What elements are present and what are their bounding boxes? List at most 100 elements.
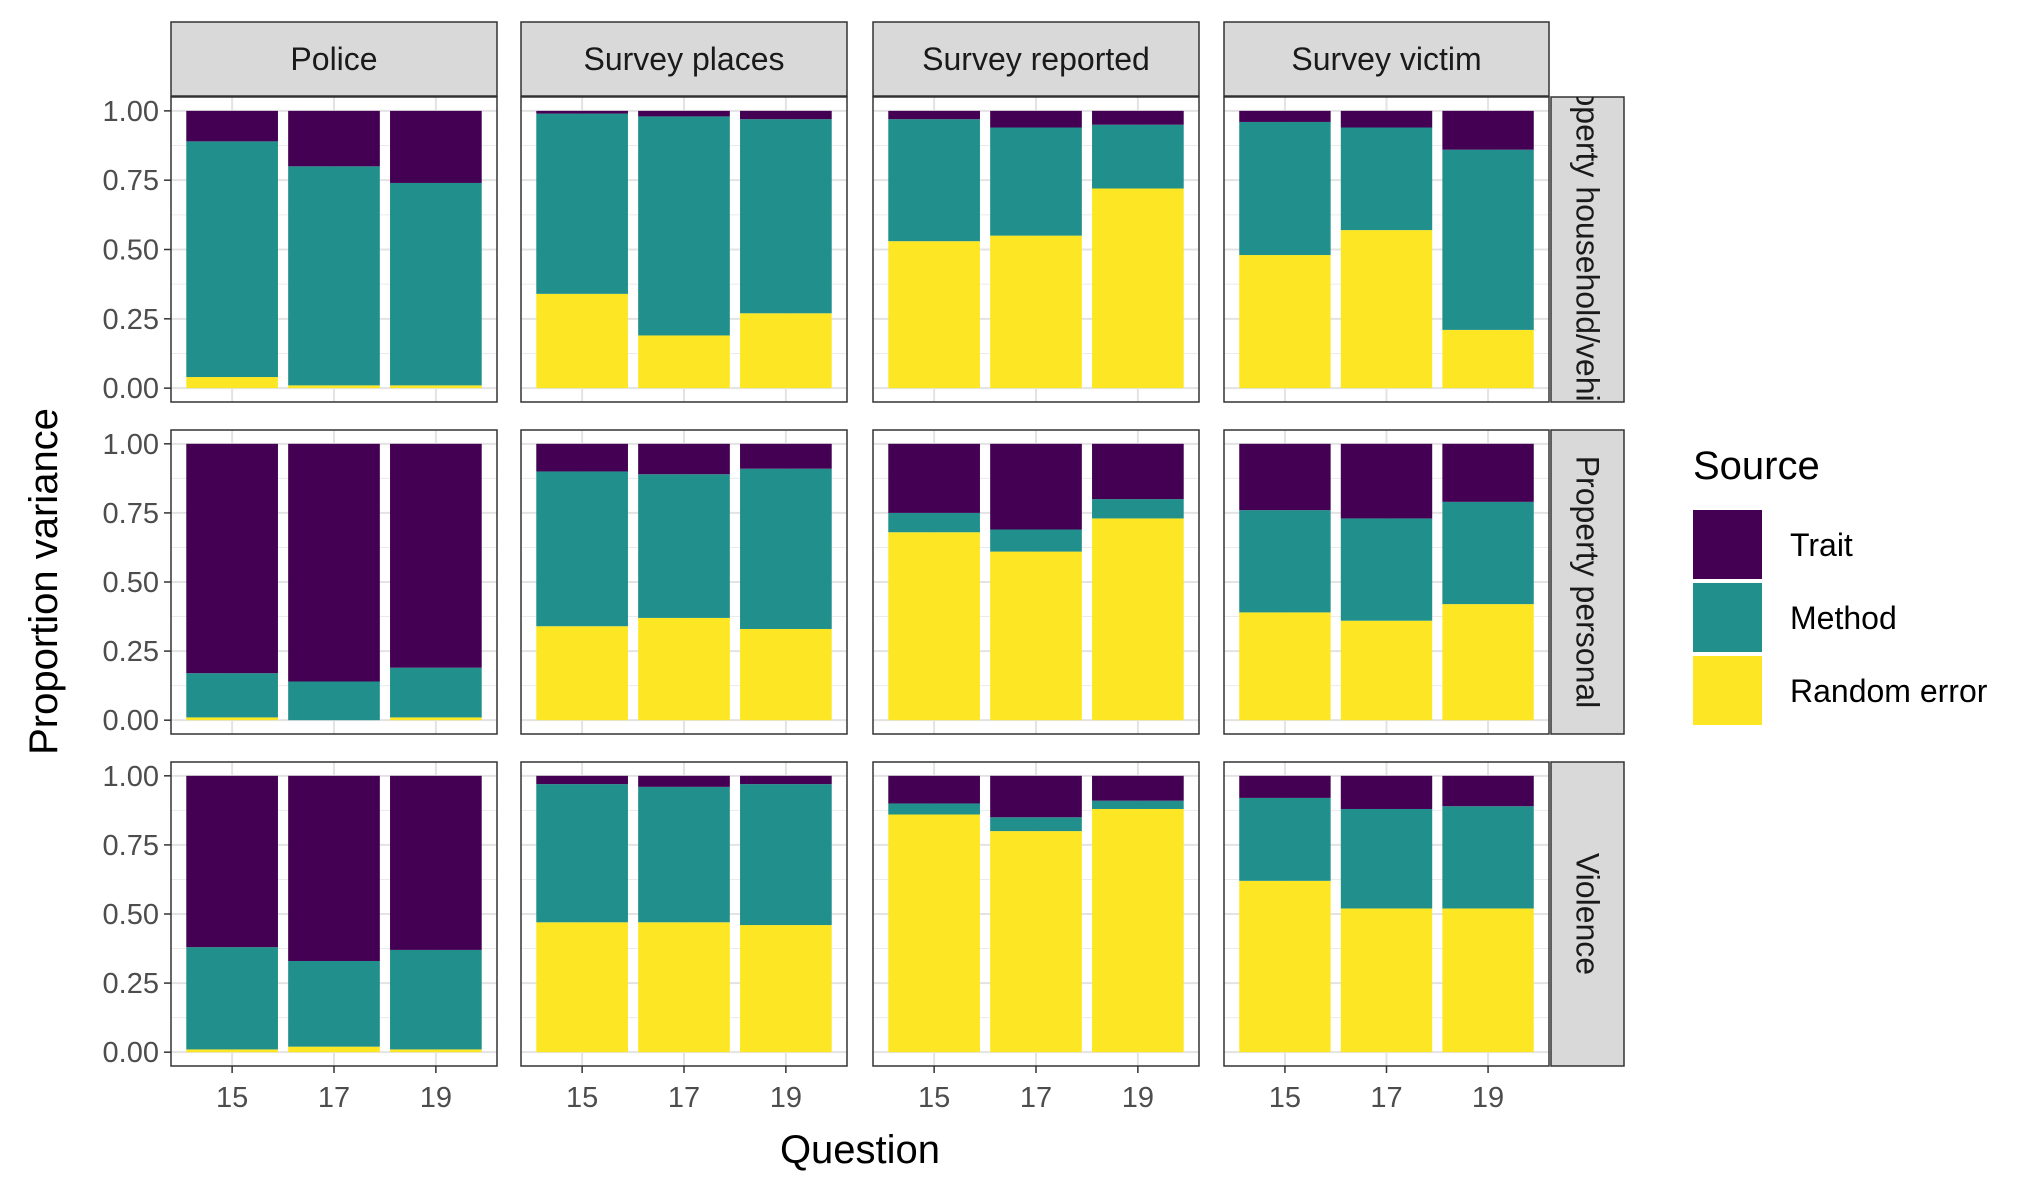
bar-random-error-q19 bbox=[390, 717, 482, 721]
bar-method-q17 bbox=[1340, 127, 1433, 231]
row-strip-text-clip: Property household/vehicle bbox=[1570, 56, 1606, 442]
bar-trait-q15 bbox=[888, 110, 980, 120]
bar-method-q17 bbox=[1340, 518, 1433, 621]
col-strip-label: Police bbox=[290, 41, 377, 77]
bar-random-error-q15 bbox=[536, 626, 628, 721]
bar-method-q19 bbox=[740, 784, 832, 926]
panel-violence-survey-places bbox=[520, 761, 848, 1067]
row-strip-bg bbox=[1550, 429, 1625, 735]
bar-method-q19 bbox=[390, 667, 482, 718]
bar-trait-q19 bbox=[1442, 110, 1534, 150]
bar-method-q15 bbox=[536, 113, 628, 294]
col-strip-label: Survey victim bbox=[1291, 41, 1481, 77]
bar-method-q19 bbox=[1442, 501, 1534, 605]
x-axis-survey-victim: 15 17 19 bbox=[1269, 1066, 1504, 1114]
panel-border bbox=[872, 96, 1200, 403]
bar-random-error-q17 bbox=[990, 551, 1082, 721]
bar-random-error-q17 bbox=[1340, 230, 1433, 389]
row-strip-violence: Violence bbox=[1550, 761, 1625, 1067]
bar-random-error-q15 bbox=[536, 293, 628, 389]
bar-method-q17 bbox=[638, 474, 730, 618]
panel-border bbox=[872, 429, 1200, 735]
panel-property-personal-survey-victim bbox=[1223, 429, 1550, 735]
y-tick-label: 0.25 bbox=[103, 636, 159, 668]
row-strip-text-clip: Violence bbox=[1570, 853, 1606, 975]
bar-trait-q15 bbox=[1239, 775, 1331, 798]
bar-random-error-q19 bbox=[1092, 518, 1184, 721]
bar-method-q15 bbox=[186, 947, 278, 1050]
panel-property-personal-police bbox=[170, 429, 498, 735]
panel-violence-survey-victim bbox=[1223, 761, 1550, 1067]
bar-random-error-q19 bbox=[390, 385, 482, 389]
col-strip-survey-reported: Survey reported bbox=[872, 21, 1200, 97]
x-tick-label: 17 bbox=[1020, 1082, 1052, 1114]
y-tick-label: 0.50 bbox=[103, 567, 159, 599]
bar-random-error-q17 bbox=[638, 335, 730, 389]
bar-method-q17 bbox=[990, 817, 1082, 832]
bar-method-q19 bbox=[1092, 499, 1184, 519]
x-axis-title: Question bbox=[780, 1128, 940, 1172]
y-tick-label: 1.00 bbox=[103, 96, 159, 128]
bar-method-q15 bbox=[1239, 797, 1331, 881]
bar-method-q19 bbox=[740, 468, 832, 629]
bar-trait-q15 bbox=[186, 443, 278, 674]
col-strip-police: Police bbox=[170, 21, 498, 97]
bar-trait-q17 bbox=[1340, 775, 1433, 809]
panel-border bbox=[520, 96, 848, 403]
x-tick-label: 17 bbox=[318, 1082, 350, 1114]
col-strip-bg bbox=[1223, 21, 1550, 97]
bar-trait-q15 bbox=[186, 775, 278, 948]
y-tick-label: 0.75 bbox=[103, 165, 159, 197]
bar-random-error-q15 bbox=[1239, 255, 1331, 389]
col-strip-bg bbox=[872, 21, 1200, 97]
bar-random-error-q15 bbox=[536, 922, 628, 1053]
panel-property-personal-survey-places bbox=[520, 429, 848, 735]
row-strip-label: Property household/vehicle bbox=[1570, 56, 1606, 442]
bar-random-error-q17 bbox=[288, 385, 380, 389]
y-tick-label: 0.00 bbox=[103, 705, 159, 737]
bar-trait-q17 bbox=[288, 110, 380, 167]
bar-trait-q17 bbox=[638, 775, 730, 787]
y-tick-label: 0.50 bbox=[103, 899, 159, 931]
bar-method-q19 bbox=[390, 949, 482, 1050]
bar-random-error-q17 bbox=[288, 1046, 380, 1053]
bar-trait-q19 bbox=[390, 110, 482, 183]
col-strip-survey-victim: Survey victim bbox=[1223, 21, 1550, 97]
bar-trait-q19 bbox=[1092, 775, 1184, 801]
bar-random-error-q19 bbox=[390, 1049, 482, 1053]
bar-method-q17 bbox=[288, 166, 380, 386]
row-strip-property-personal: Property personal bbox=[1550, 429, 1625, 735]
bar-method-q19 bbox=[1092, 800, 1184, 809]
bar-trait-q17 bbox=[288, 443, 380, 682]
legend-entry-random-error: Random error bbox=[1693, 656, 1988, 725]
col-strip-label: Survey reported bbox=[922, 41, 1150, 77]
y-tick-label: 0.75 bbox=[103, 830, 159, 862]
panel-border bbox=[520, 429, 848, 735]
x-tick-label: 19 bbox=[1122, 1082, 1154, 1114]
y-tick-label: 0.00 bbox=[103, 1037, 159, 1069]
x-tick-label: 15 bbox=[566, 1082, 598, 1114]
x-tick-label: 17 bbox=[668, 1082, 700, 1114]
legend-entry-trait: Trait bbox=[1693, 510, 1853, 579]
x-tick-label: 15 bbox=[216, 1082, 248, 1114]
bar-trait-q15 bbox=[1239, 443, 1331, 511]
bar-random-error-q19 bbox=[740, 628, 832, 721]
bar-trait-q19 bbox=[1092, 443, 1184, 500]
bar-trait-q17 bbox=[1340, 443, 1433, 519]
col-strip-bg bbox=[520, 21, 848, 97]
panel-border bbox=[1223, 96, 1550, 403]
bar-random-error-q15 bbox=[186, 717, 278, 721]
y-tick-label: 1.00 bbox=[103, 761, 159, 793]
panel-property-household-vehicle-survey-victim bbox=[1223, 96, 1550, 403]
panel-property-household-vehicle-survey-places bbox=[520, 96, 848, 403]
bar-random-error-q17 bbox=[638, 617, 730, 721]
legend-swatch bbox=[1693, 656, 1762, 725]
x-tick-label: 17 bbox=[1370, 1082, 1402, 1114]
bar-method-q15 bbox=[1239, 121, 1331, 256]
bar-method-q15 bbox=[186, 673, 278, 718]
bar-trait-q17 bbox=[638, 443, 730, 475]
bar-trait-q15 bbox=[536, 110, 628, 114]
bar-method-q17 bbox=[638, 116, 730, 336]
